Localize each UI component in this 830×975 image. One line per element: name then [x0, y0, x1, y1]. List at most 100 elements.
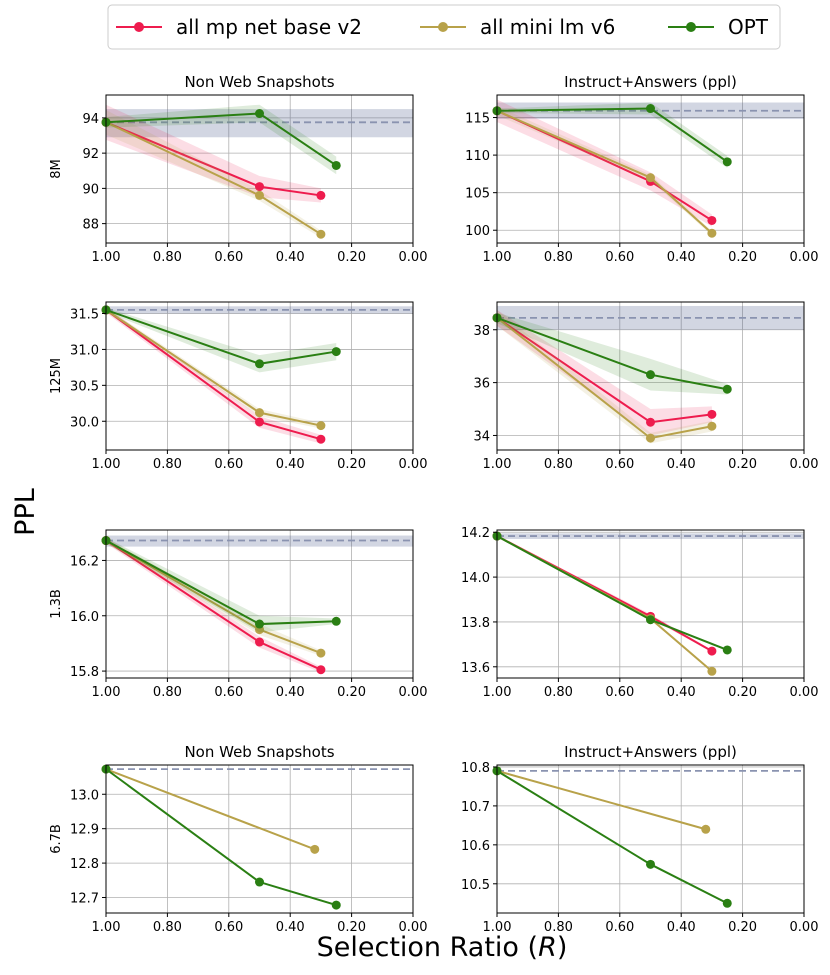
- panel-3-0-series-1-point-1: [255, 877, 264, 887]
- panel-0-1-xtick-label-2: 0.60: [605, 250, 634, 265]
- panel-3-1-series-0-line: [496, 769, 707, 831]
- panel-1-0-xtick-label-3: 0.40: [276, 457, 305, 472]
- panel-0-0-row-label: 8M: [49, 159, 64, 179]
- panel-1-1-xtick-label-1: 0.80: [544, 457, 573, 472]
- panel-3-1: 1.00 0.80 0.60 0.40 0.20 0.00 10.5 10.6 10.7 10.8…: [461, 743, 818, 935]
- panel-0-0-series-0-point-2: [316, 190, 326, 200]
- panel-2-1-ytick-label-2: 14.0: [461, 571, 490, 586]
- panel-2-1-series-1-point-2: [707, 666, 717, 676]
- xlabel-close: ): [557, 932, 568, 963]
- panel-0-1-frame: [496, 94, 805, 244]
- panel-2-1-baseline-band: [497, 533, 804, 539]
- panel-2-0: 1.00 0.80 0.60 0.40 0.20 0.00 15.8 16.0 16.2 1.3B: [49, 529, 428, 700]
- panel-0-1-ytick-label-0: 100: [465, 224, 490, 239]
- panel-0-1-series-0-point-2: [707, 215, 717, 225]
- panel-3-0-xtick-label-2: 0.60: [214, 920, 243, 935]
- legend-marker-2: [686, 22, 696, 32]
- panel-0-1-series-2-point-1: [646, 104, 655, 114]
- panel-0-0-series-2-point-2: [331, 160, 341, 170]
- panel-0-1-ytick-label-1: 105: [465, 187, 490, 202]
- panel-0-0-frame: [105, 94, 414, 244]
- panel-3-0-xtick-label-5: 0.00: [399, 920, 428, 935]
- panel-1-1-xtick-label-0: 1.00: [483, 457, 512, 472]
- panel-2-0-series-0-point-2: [316, 665, 326, 675]
- panel-2-1-ytick-label-1: 13.8: [461, 616, 490, 631]
- panel-1-0-ytick-label-2: 31.0: [70, 343, 99, 358]
- panel-0-1-series-2-band: [497, 102, 728, 168]
- panel-3-1-ytick-label-1: 10.6: [461, 839, 490, 854]
- panel-2-0-series-0-point-1: [255, 637, 264, 647]
- panel-0-0-series-0-band: [106, 104, 321, 203]
- legend-label-0: all mp net base v2: [176, 15, 362, 39]
- panel-0-0-ytick-label-1: 90: [82, 182, 99, 197]
- panel-2-1-series-2-point-1: [646, 615, 655, 625]
- panel-2-0-series-1-point-2: [316, 648, 326, 658]
- panel-1-0-row-label: 125M: [49, 358, 64, 394]
- panel-3-1-ytick-label-2: 10.7: [461, 800, 490, 815]
- panel-2-1-ytick-label-3: 14.2: [461, 526, 490, 541]
- panel-1-1-ytick-label-1: 36: [473, 377, 490, 392]
- panel-0-0-ytick-label-2: 92: [82, 147, 99, 162]
- panel-0-1-xtick-label-5: 0.00: [790, 250, 819, 265]
- panel-1-1-xtick-label-3: 0.40: [667, 457, 696, 472]
- panel-0-1-series-2-point-2: [722, 157, 732, 167]
- panel-0-1-series-1-point-1: [646, 173, 655, 183]
- subplot-grid: 1.00 0.80 0.60 0.40 0.20 0.00 88 90 92 94 Non Web …: [49, 73, 818, 935]
- panel-0-0-xtick-label-1: 0.80: [153, 250, 182, 265]
- panel-2-0-xtick-label-5: 0.00: [399, 685, 428, 700]
- panel-1-0-series-2-point-1: [255, 359, 264, 369]
- panel-3-0-xtick-label-0: 1.00: [92, 920, 121, 935]
- panel-0-0-xtick-label-5: 0.00: [399, 250, 428, 265]
- panel-3-0-frame: [105, 764, 414, 914]
- panel-0-0-xtick-label-0: 1.00: [92, 250, 121, 265]
- panel-1-0-baseline-band: [106, 306, 413, 314]
- panel-1-1-xtick-label-5: 0.00: [790, 457, 819, 472]
- panel-0-0-series-0-point-1: [255, 182, 264, 192]
- panel-1-0: 1.00 0.80 0.60 0.40 0.20 0.00 30.0 30.5 31.0 31.5…: [49, 301, 428, 472]
- panel-1-0-ytick-label-0: 30.0: [70, 415, 99, 430]
- panel-0-0-ytick-label-3: 94: [82, 112, 99, 127]
- panel-3-0-row-label: 6.7B: [49, 824, 64, 854]
- panel-2-1-xtick-label-0: 1.00: [483, 685, 512, 700]
- panel-2-0-plot-area: [106, 530, 413, 678]
- panel-3-1-series-1-point-1: [646, 859, 655, 869]
- panel-3-0-ytick-label-3: 13.0: [70, 788, 99, 803]
- legend-label-2: OPT: [728, 15, 769, 39]
- panel-3-1-xtick-label-1: 0.80: [544, 920, 573, 935]
- panel-2-0-series-2-point-2: [331, 616, 341, 626]
- panel-2-0-xtick-label-0: 1.00: [92, 685, 121, 700]
- panel-1-0-series-2-band: [106, 307, 337, 373]
- panel-0-1-ytick-label-3: 115: [465, 112, 490, 127]
- panel-3-1-xtick-label-3: 0.40: [667, 920, 696, 935]
- panel-3-1-title: Instruct+Answers (ppl): [564, 743, 737, 761]
- panel-0-0-xtick-label-4: 0.20: [337, 250, 366, 265]
- legend-entry-2: OPT: [668, 15, 769, 39]
- panel-2-0-row-label: 1.3B: [49, 589, 64, 619]
- figure-xlabel: Selection Ratio (R): [317, 932, 568, 963]
- panel-2-1-plot-area: [497, 530, 804, 678]
- panel-3-1-series-1-point-2: [722, 898, 732, 908]
- panel-2-0-frame: [105, 529, 414, 679]
- panel-0-0-xtick-label-2: 0.60: [214, 250, 243, 265]
- panel-1-1-series-0-point-2: [707, 409, 717, 419]
- panel-2-1-xtick-label-2: 0.60: [605, 685, 634, 700]
- panel-2-1-frame: [496, 529, 805, 679]
- panel-0-1-ytick-label-2: 110: [465, 149, 490, 164]
- panel-1-1-series-1-point-1: [646, 433, 655, 443]
- panel-3-0-ytick-label-2: 12.9: [70, 823, 99, 838]
- panel-2-1: 1.00 0.80 0.60 0.40 0.20 0.00 13.6 13.8 14.0 14.2: [461, 526, 818, 700]
- panel-0-1-series-1-point-2: [707, 228, 717, 238]
- panel-3-0: 1.00 0.80 0.60 0.40 0.20 0.00 12.7 12.8 12.9 13.0…: [49, 743, 427, 935]
- panel-1-0-xtick-label-5: 0.00: [399, 457, 428, 472]
- panel-1-1-ytick-label-0: 34: [473, 429, 490, 444]
- xlabel-text: Selection Ratio (: [317, 932, 538, 963]
- panel-2-1-series-0-point-2: [707, 646, 717, 656]
- legend-marker-1: [438, 22, 448, 32]
- panel-1-0-series-0-band: [106, 307, 321, 444]
- panel-0-1: 1.00 0.80 0.60 0.40 0.20 0.00 100 105 110 115 Inst…: [465, 73, 818, 265]
- panel-1-1-xtick-label-4: 0.20: [728, 457, 757, 472]
- panel-3-0-xtick-label-3: 0.40: [276, 920, 305, 935]
- panel-1-0-ytick-label-3: 31.5: [70, 307, 99, 322]
- panel-1-0-xtick-label-0: 1.00: [92, 457, 121, 472]
